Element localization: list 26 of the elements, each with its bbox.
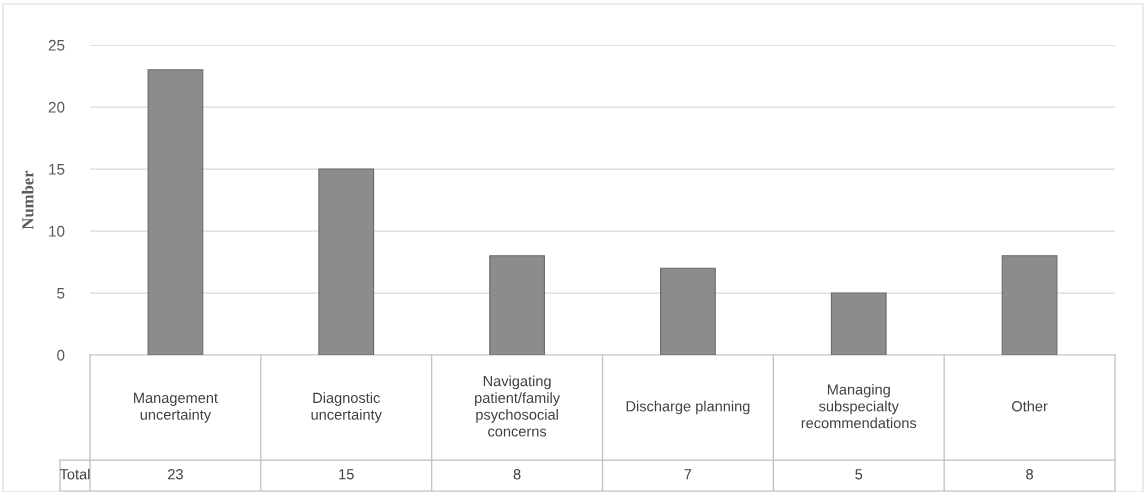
y-axis-title: Number xyxy=(21,170,34,230)
y-tick-label: 5 xyxy=(57,288,65,299)
y-tick-label: 10 xyxy=(49,225,65,237)
y-tick-label: 0 xyxy=(57,349,65,361)
data-label: 5 xyxy=(855,469,863,480)
y-tick-label: 25 xyxy=(48,39,65,51)
text: Total xyxy=(59,468,90,480)
bar xyxy=(489,255,545,355)
data-label: 8 xyxy=(1026,469,1033,480)
bar xyxy=(660,267,716,355)
x-tick-label: Navigating patient/family psychosocial concerns xyxy=(475,375,561,437)
y-tick-label: 15 xyxy=(49,164,65,175)
x-tick-label: Managing subspecialty recommendations xyxy=(801,383,917,429)
y-tick-label: 20 xyxy=(48,101,65,113)
x-tick-label: Discharge planning xyxy=(626,400,750,415)
bar xyxy=(147,69,204,355)
bar xyxy=(830,292,887,355)
x-tick-label: Diagnostic uncertainty xyxy=(311,392,382,423)
bar xyxy=(318,168,375,355)
bar xyxy=(1001,255,1058,355)
data-label: 23 xyxy=(168,469,183,480)
data-label: 15 xyxy=(339,469,354,480)
x-tick-label: Management uncertainty xyxy=(134,392,218,423)
x-tick-label: Other xyxy=(1012,400,1048,412)
data-label: 8 xyxy=(513,469,521,480)
data-label: 7 xyxy=(684,469,692,480)
